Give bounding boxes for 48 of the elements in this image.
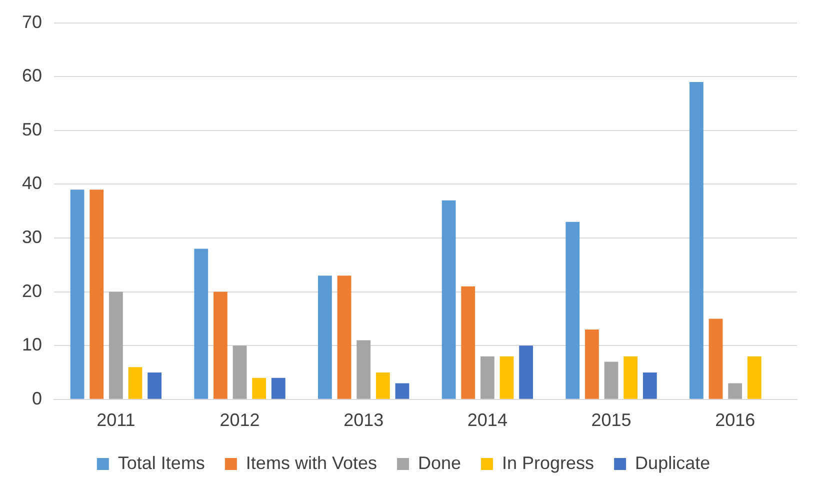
bar: [376, 372, 390, 399]
bar: [442, 200, 456, 399]
bar: [356, 340, 371, 399]
legend-label: Duplicate: [635, 452, 710, 473]
bar: [480, 356, 494, 399]
x-tick-label: 2016: [715, 410, 756, 430]
legend-label: In Progress: [502, 452, 594, 473]
bar: [232, 346, 247, 399]
bar: [708, 318, 723, 399]
bar: [624, 356, 638, 399]
y-tick-label: 30: [22, 226, 42, 247]
y-tick-label: 40: [22, 173, 42, 194]
bar: [90, 190, 104, 399]
bar: [689, 82, 704, 399]
bar: [337, 276, 352, 399]
x-tick-label: 2011: [96, 410, 136, 430]
legend-label: Done: [418, 452, 462, 473]
bar: [128, 367, 142, 399]
bar: [584, 329, 599, 399]
bar: [148, 372, 162, 399]
bar: [70, 190, 84, 399]
y-tick-label: 60: [22, 66, 42, 86]
bar: [108, 292, 123, 399]
bar: [395, 383, 410, 399]
y-tick-label: 20: [22, 280, 42, 301]
bar: [461, 286, 476, 399]
y-tick-label: 50: [22, 119, 42, 140]
bar: [747, 356, 762, 399]
bar: [194, 248, 208, 399]
bar: [604, 362, 618, 399]
bar: [566, 222, 580, 399]
bar: [318, 276, 332, 399]
bar: [728, 383, 742, 399]
x-tick-label: 2015: [591, 410, 632, 430]
bar: [500, 356, 514, 399]
bar: [519, 346, 534, 399]
bar: [252, 378, 266, 399]
y-tick-label: 0: [32, 388, 42, 408]
x-tick-label: 2014: [467, 410, 508, 430]
x-tick-label: 2012: [220, 410, 260, 430]
legend-label: Total Items: [118, 452, 205, 473]
y-tick-label: 10: [22, 334, 42, 355]
bar: [213, 292, 228, 399]
y-tick-label: 70: [22, 12, 42, 32]
legend-label: Items with Votes: [246, 452, 377, 473]
bar: [642, 372, 657, 399]
bar: [271, 378, 286, 399]
x-tick-label: 2013: [344, 410, 384, 430]
